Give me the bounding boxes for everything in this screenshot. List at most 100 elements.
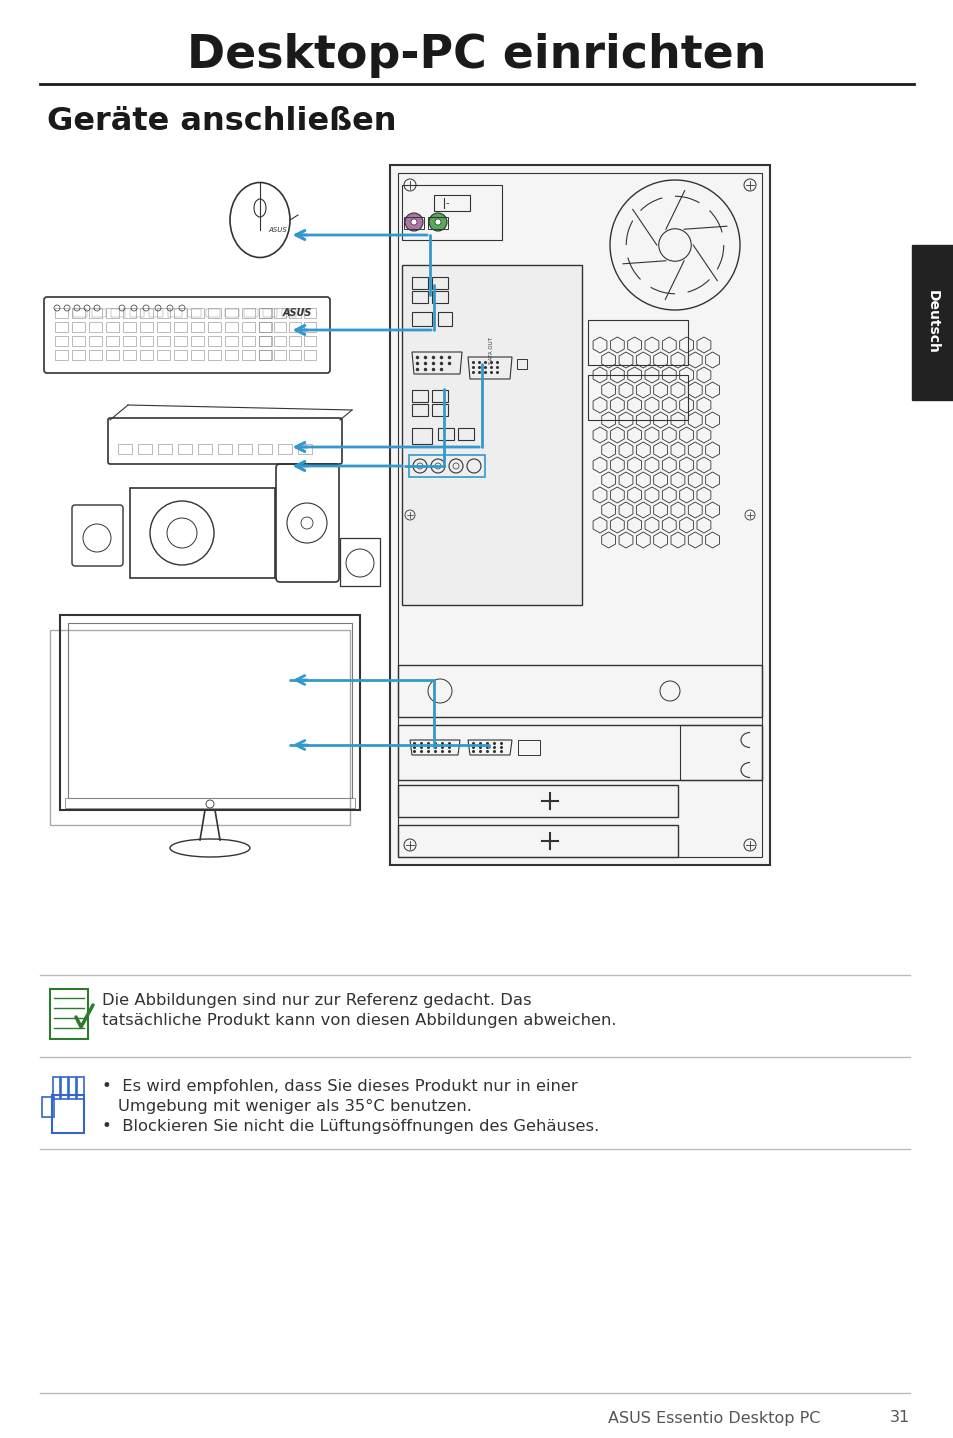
Bar [158, 444, 172, 454]
Bar [304, 322, 315, 332]
Bar [173, 308, 187, 318]
Bar [258, 336, 271, 347]
Bar [173, 349, 187, 360]
Circle shape [435, 219, 440, 224]
Bar [173, 322, 187, 332]
Bar [71, 349, 85, 360]
Bar [258, 336, 272, 347]
Text: tatsächliche Produkt kann von diesen Abbildungen abweichen.: tatsächliche Produkt kann von diesen Abb… [102, 1012, 616, 1028]
Text: ☄: ☄ [424, 395, 432, 404]
Bar [911, 244, 953, 400]
Bar [289, 336, 301, 347]
Bar [173, 336, 187, 347]
Bar [432, 390, 448, 403]
Bar [274, 336, 286, 347]
Bar [218, 444, 232, 454]
Bar [409, 454, 484, 477]
Bar [225, 322, 237, 332]
Bar [457, 429, 474, 440]
Bar [69, 1077, 76, 1099]
Text: ASUS Essentio Desktop PC: ASUS Essentio Desktop PC [607, 1411, 820, 1425]
Bar [517, 741, 539, 755]
Bar [52, 1094, 84, 1133]
Bar [258, 308, 272, 318]
Bar [274, 308, 286, 318]
Bar [157, 322, 170, 332]
Bar [89, 322, 102, 332]
Bar [77, 1077, 84, 1099]
Text: ASUS: ASUS [268, 227, 287, 233]
Bar [55, 308, 68, 318]
Bar [428, 217, 448, 229]
Bar [587, 375, 687, 420]
Bar [191, 349, 204, 360]
Bar [679, 725, 761, 779]
Text: 31: 31 [889, 1411, 909, 1425]
Bar [157, 308, 170, 318]
Bar [191, 336, 204, 347]
Bar [208, 308, 221, 318]
Circle shape [405, 213, 422, 232]
Text: Umgebung mit weniger als 35°C benutzen.: Umgebung mit weniger als 35°C benutzen. [118, 1099, 472, 1114]
Bar [53, 1077, 60, 1099]
Bar [111, 309, 125, 316]
Bar [65, 798, 355, 808]
Bar [55, 336, 68, 347]
Bar [244, 309, 257, 316]
Bar [277, 444, 292, 454]
Text: SATA OUT: SATA OUT [489, 336, 494, 364]
Bar [225, 336, 237, 347]
Bar [91, 309, 106, 316]
Bar [412, 404, 428, 416]
Bar [130, 309, 144, 316]
Text: Deutsch: Deutsch [925, 290, 939, 354]
Bar [208, 349, 221, 360]
Bar [89, 336, 102, 347]
Bar [274, 349, 286, 360]
Bar [73, 309, 87, 316]
Bar [437, 429, 454, 440]
Bar [237, 444, 252, 454]
Circle shape [411, 219, 416, 224]
Bar [157, 336, 170, 347]
Bar [225, 349, 237, 360]
Bar [263, 309, 276, 316]
Bar [432, 278, 448, 289]
Bar [289, 349, 301, 360]
Bar [71, 308, 85, 318]
Bar [397, 785, 678, 817]
Bar [225, 309, 239, 316]
Bar [397, 173, 761, 857]
Bar [412, 429, 432, 444]
Bar [178, 444, 192, 454]
Text: Die Abbildungen sind nur zur Referenz gedacht. Das: Die Abbildungen sind nur zur Referenz ge… [102, 994, 531, 1008]
Bar [304, 308, 315, 318]
Bar [390, 165, 769, 866]
Bar [123, 349, 136, 360]
Bar [339, 538, 379, 587]
Bar [397, 664, 761, 718]
Bar [258, 349, 272, 360]
Bar [118, 444, 132, 454]
Bar [412, 390, 428, 403]
Bar [71, 336, 85, 347]
Bar [432, 404, 448, 416]
Bar [401, 186, 501, 240]
Bar [434, 196, 470, 211]
Bar [55, 349, 68, 360]
Bar [403, 217, 423, 229]
Bar [258, 308, 271, 318]
Bar [242, 349, 254, 360]
Text: Desktop-PC einrichten: Desktop-PC einrichten [187, 33, 766, 79]
Bar [55, 322, 68, 332]
Bar [140, 349, 152, 360]
Bar [123, 308, 136, 318]
Bar [42, 1097, 54, 1117]
Bar [89, 349, 102, 360]
Text: -: - [446, 198, 449, 209]
Bar [157, 349, 170, 360]
Bar [60, 615, 359, 810]
Bar [412, 312, 432, 326]
Bar [106, 336, 119, 347]
Bar [106, 308, 119, 318]
